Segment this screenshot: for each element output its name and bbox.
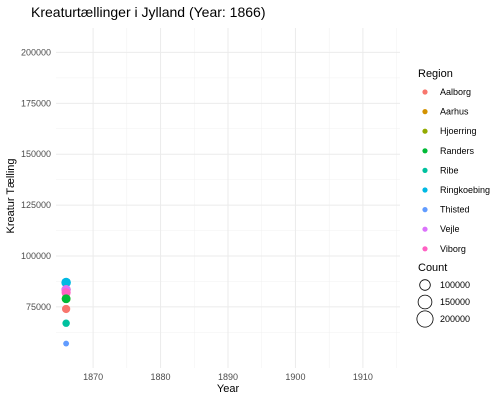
x-tick-label: 1890 xyxy=(218,372,238,382)
x-tick-label: 1870 xyxy=(83,372,103,382)
y-tick-label: 125000 xyxy=(21,200,51,210)
legend-label-ringkoebing: Ringkoebing xyxy=(440,185,490,195)
legend-label-hjoerring: Hjoerring xyxy=(440,126,477,136)
y-tick-label: 175000 xyxy=(21,98,51,108)
y-tick-label: 100000 xyxy=(21,251,51,261)
x-axis-title: Year xyxy=(217,383,240,395)
legend-label-thisted: Thisted xyxy=(440,205,470,215)
legend-label-aarhus: Aarhus xyxy=(440,107,469,117)
size-legend-label: 150000 xyxy=(440,297,470,307)
legend-key-vejle xyxy=(422,226,428,232)
size-legend: 100000 150000 200000 xyxy=(416,279,470,328)
legend-key-aarhus xyxy=(422,109,428,115)
legend-key-ringkoebing xyxy=(422,187,428,193)
data-points xyxy=(61,277,71,347)
data-point-randers xyxy=(61,294,71,304)
legend-key-hjoerring xyxy=(422,128,428,134)
legend-key-randers xyxy=(422,148,428,154)
y-axis-title: Kreatur Tælling xyxy=(5,159,17,234)
size-legend-label: 100000 xyxy=(440,280,470,290)
y-tick-label: 200000 xyxy=(21,47,51,57)
data-point-viborg xyxy=(61,288,71,298)
x-tick-label: 1900 xyxy=(285,372,305,382)
size-legend-key xyxy=(419,279,431,291)
legend-label-vejle: Vejle xyxy=(440,224,460,234)
legend-key-ribe xyxy=(422,167,428,173)
data-point-ribe xyxy=(62,319,70,327)
size-legend-title: Count xyxy=(418,262,447,274)
legend-label-aalborg: Aalborg xyxy=(440,87,471,97)
data-point-ringkoebing xyxy=(61,277,71,288)
y-tick-label: 75000 xyxy=(26,302,51,312)
legend-label-randers: Randers xyxy=(440,146,475,156)
legend-label-ribe: Ribe xyxy=(440,165,459,175)
legend-key-aalborg xyxy=(422,89,428,95)
grid xyxy=(56,28,400,368)
size-legend-label: 200000 xyxy=(440,314,470,324)
legend: Region Aalborg Aarhus Hjoerring Randers Ribe… xyxy=(416,68,490,328)
y-tick-label: 150000 xyxy=(21,149,51,159)
data-point-thisted xyxy=(63,340,70,347)
x-tick-label: 1910 xyxy=(353,372,373,382)
x-tick-label: 1880 xyxy=(151,372,171,382)
legend-label-viborg: Viborg xyxy=(440,244,466,254)
legend-key-viborg xyxy=(422,246,428,252)
size-legend-key xyxy=(416,310,434,328)
data-point-aalborg xyxy=(61,304,71,314)
tick-labels: 1870 1880 1890 1900 1910 75000 100000 125000 150… xyxy=(21,47,373,382)
chart-title: Kreaturtællinger i Jylland (Year: 1866) xyxy=(31,4,266,20)
legend-key-thisted xyxy=(422,207,428,213)
color-legend: Aalborg Aarhus Hjoerring Randers Ribe Ringkoe… xyxy=(422,87,490,254)
size-legend-key xyxy=(417,294,433,310)
color-legend-title: Region xyxy=(418,68,453,80)
